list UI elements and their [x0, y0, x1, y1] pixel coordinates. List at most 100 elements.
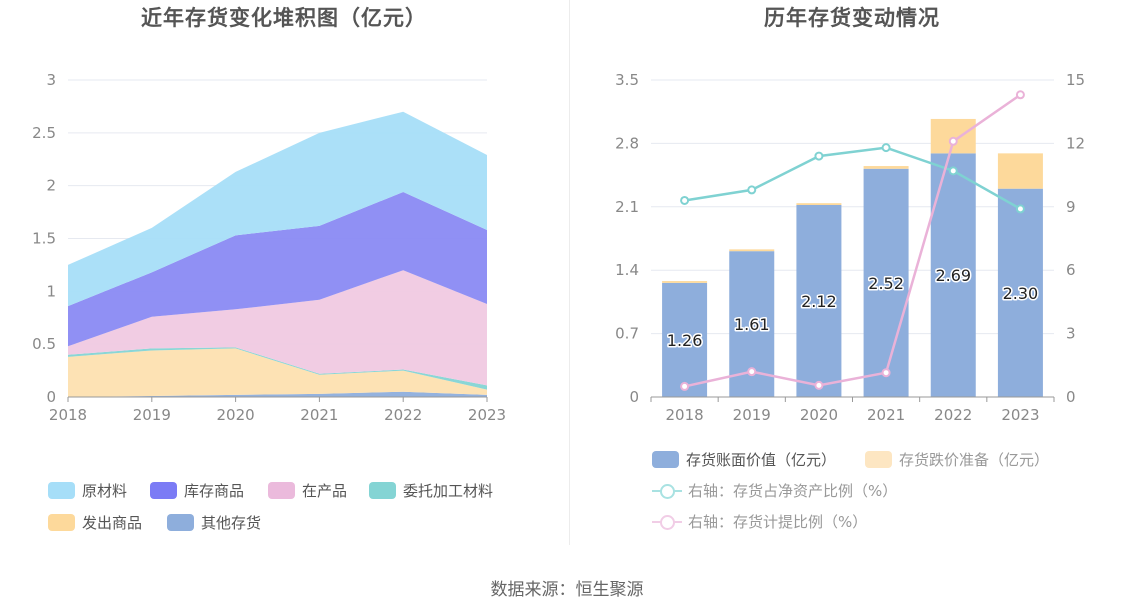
point-ratio_provision: [881, 368, 891, 378]
panel-divider: [569, 0, 570, 545]
x-tick-label: 2022: [934, 406, 972, 424]
x-tick-label: 2021: [300, 406, 338, 424]
area-other: [68, 391, 487, 397]
point-ratio_net_assets: [1015, 204, 1025, 214]
right-chart-panel: 历年存货变动情况 0 0.7 1.4 2.1 2.8 3.5 0 3 6 9 12 15 1.26 1.6…: [570, 0, 1134, 545]
bar-provision: [997, 153, 1043, 189]
x-tick-label: 2023: [468, 406, 506, 424]
legend-swatch-consigned: [369, 482, 396, 499]
area-wip: [68, 270, 487, 386]
legend-item-other[interactable]: 其他存货: [167, 512, 261, 533]
legend-label-shipped: 发出商品: [82, 514, 143, 532]
y-tick-label: 2.5: [32, 124, 56, 142]
bar-value-label: 2.30: [1003, 284, 1039, 303]
line-ratio_net_assets: [684, 146, 1022, 211]
legend-label-provision: 存货跌价准备（亿元）: [899, 451, 1050, 469]
legend-item-consigned[interactable]: 委托加工材料: [369, 480, 493, 501]
bar-provision: [729, 249, 775, 252]
legend-swatch-wip: [268, 482, 295, 499]
x-tick-label: 2019: [733, 406, 771, 424]
x-tick-label: 2023: [1001, 406, 1039, 424]
bar-book_value: [997, 188, 1043, 397]
x-tick-label: 2018: [665, 406, 703, 424]
point-ratio_net_assets: [881, 143, 891, 153]
y-tick-label: 2: [46, 177, 56, 195]
bar-value-label: 2.12: [801, 292, 837, 311]
point-ratio_net_assets: [814, 151, 824, 161]
y-right-tick-label: 3: [1066, 325, 1076, 343]
x-tick-label: 2020: [217, 406, 255, 424]
bar-value-label: 1.61: [734, 315, 770, 334]
area-raw_materials: [68, 111, 487, 307]
y-tick-label: 0: [46, 388, 56, 406]
y-right-tick-label: 6: [1066, 261, 1076, 279]
area-finished_goods: [68, 192, 487, 347]
point-ratio_provision: [680, 381, 690, 391]
bar-book_value: [796, 204, 842, 397]
y-left-tick-label: 2.1: [615, 198, 639, 216]
legend-label-ratio-provision: 右轴：存货计提比例（%）: [688, 513, 868, 531]
point-ratio_net_assets: [948, 166, 958, 176]
x-tick-label: 2022: [384, 406, 422, 424]
legend-label-ratio-net-assets: 右轴：存货占净资产比例（%）: [688, 482, 898, 500]
y-right-tick-label: 9: [1066, 198, 1076, 216]
y-left-tick-label: 3.5: [615, 71, 639, 89]
legend-swatch-other: [167, 514, 194, 531]
bar-value-label: 2.69: [935, 266, 971, 285]
legend-swatch-finished-goods: [150, 482, 177, 499]
line-ratio_provision: [684, 93, 1022, 388]
legend-label-wip: 在产品: [302, 482, 348, 500]
bar-line-combo-chart: 0 0.7 1.4 2.1 2.8 3.5 0 3 6 9 12 15 1.26 1.61 2.12 2.52…: [615, 71, 1085, 424]
y-right-tick-label: 0: [1066, 388, 1076, 406]
bar-book_value: [863, 168, 909, 397]
y-tick-label: 1: [46, 282, 56, 300]
legend-item-ratio-net-assets[interactable]: 右轴：存货占净资产比例（%）: [652, 480, 897, 501]
legend-swatch-ratio-provision: [652, 512, 682, 532]
left-chart-title: 近年存货变化堆积图（亿元）: [141, 6, 427, 30]
legend-item-provision[interactable]: 存货跌价准备（亿元）: [865, 449, 1049, 470]
legend-swatch-ratio-net-assets: [652, 481, 682, 501]
y-left-tick-label: 0.7: [615, 325, 639, 343]
x-tick-label: 2021: [867, 406, 905, 424]
point-ratio_provision: [948, 136, 958, 146]
bar-provision: [930, 118, 976, 154]
point-ratio_net_assets: [747, 185, 757, 195]
bar-value-label: 2.52: [868, 274, 904, 293]
bar-provision: [662, 281, 708, 283]
legend-item-ratio-provision[interactable]: 右轴：存货计提比例（%）: [652, 511, 867, 532]
legend-label-book-value: 存货账面价值（亿元）: [686, 451, 837, 469]
y-left-tick-label: 0: [629, 388, 639, 406]
y-tick-label: 3: [46, 71, 56, 89]
point-ratio_provision: [747, 367, 757, 377]
legend-item-raw-materials[interactable]: 原材料: [48, 480, 127, 501]
x-tick-label: 2019: [133, 406, 171, 424]
bar-provision: [796, 203, 842, 205]
right-chart-title: 历年存货变动情况: [764, 6, 940, 30]
point-ratio_provision: [1015, 90, 1025, 100]
bar-value-label: 1.26: [667, 331, 703, 350]
y-left-tick-label: 2.8: [615, 134, 639, 152]
y-right-tick-label: 12: [1066, 134, 1085, 152]
bar-provision: [863, 166, 909, 169]
x-tick-label: 2020: [800, 406, 838, 424]
bar-book_value: [662, 282, 708, 397]
y-tick-label: 1.5: [32, 230, 56, 248]
stacked-area-chart: 0 0.5 1 1.5 2 2.5 3 2018 2019 2020 2021 2022 2023: [32, 71, 506, 424]
legend-swatch-provision: [865, 451, 892, 468]
legend-label-raw-materials: 原材料: [82, 482, 128, 500]
legend-label-finished-goods: 库存商品: [184, 482, 245, 500]
left-chart-panel: 近年存货变化堆积图（亿元） 0 0.5 1 1.5 2 2.5 3 2018 2019 2020 2…: [0, 0, 568, 545]
y-tick-label: 0.5: [32, 335, 56, 353]
point-ratio_net_assets: [680, 195, 690, 205]
legend-label-other: 其他存货: [201, 514, 262, 532]
legend-swatch-shipped: [48, 514, 75, 531]
legend-item-shipped[interactable]: 发出商品: [48, 512, 142, 533]
x-tick-label: 2018: [49, 406, 87, 424]
legend-item-finished-goods[interactable]: 库存商品: [150, 480, 244, 501]
legend-item-wip[interactable]: 在产品: [268, 480, 347, 501]
legend-swatch-book-value: [652, 451, 679, 468]
legend-swatch-raw-materials: [48, 482, 75, 499]
y-left-tick-label: 1.4: [615, 261, 639, 279]
legend-item-book-value[interactable]: 存货账面价值（亿元）: [652, 449, 836, 470]
legend-label-consigned: 委托加工材料: [403, 482, 494, 500]
